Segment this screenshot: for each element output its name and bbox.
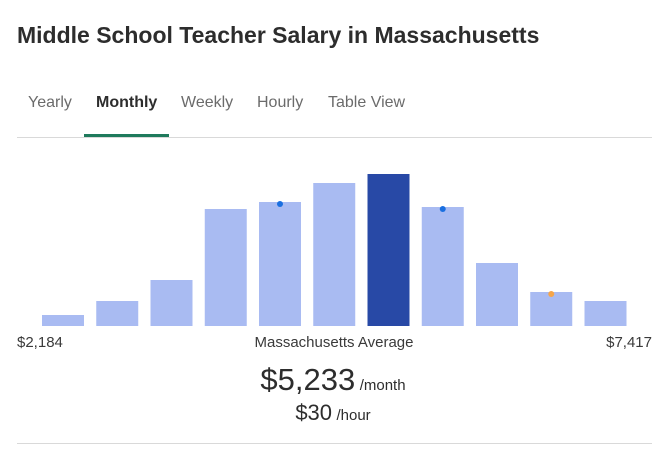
bar [367, 174, 410, 326]
max-label: $7,417 [606, 334, 652, 351]
bar [96, 301, 139, 326]
bar [150, 280, 193, 326]
tab[interactable]: Monthly [96, 94, 158, 111]
bar [476, 263, 518, 326]
average-monthly: $5,233 /month [0, 362, 666, 398]
percentile-dot [548, 291, 555, 297]
hourly-value: $30 [295, 400, 333, 425]
tab[interactable]: Table View [328, 94, 406, 111]
bar [530, 292, 573, 326]
page-title: Middle School Teacher Salary in Massachu… [17, 22, 540, 48]
tab[interactable]: Yearly [28, 94, 72, 111]
average-hourly: $30 /hour [0, 400, 666, 426]
bar [259, 202, 301, 326]
divider [17, 137, 652, 138]
active-tab-underline [84, 134, 169, 137]
divider [17, 443, 652, 444]
percentile-dot [439, 206, 446, 212]
percentile-dot [277, 201, 283, 207]
tab[interactable]: Hourly [257, 94, 304, 111]
bar [204, 209, 247, 326]
bar [421, 207, 464, 326]
monthly-unit: /month [359, 377, 406, 394]
center-label: Massachusetts Average [255, 334, 414, 351]
hourly-unit: /hour [336, 407, 371, 424]
bar [313, 183, 356, 326]
tab[interactable]: Weekly [181, 94, 234, 111]
monthly-value: $5,233 [260, 362, 356, 397]
bar [42, 315, 84, 326]
bar [584, 301, 627, 326]
min-label: $2,184 [17, 334, 63, 351]
